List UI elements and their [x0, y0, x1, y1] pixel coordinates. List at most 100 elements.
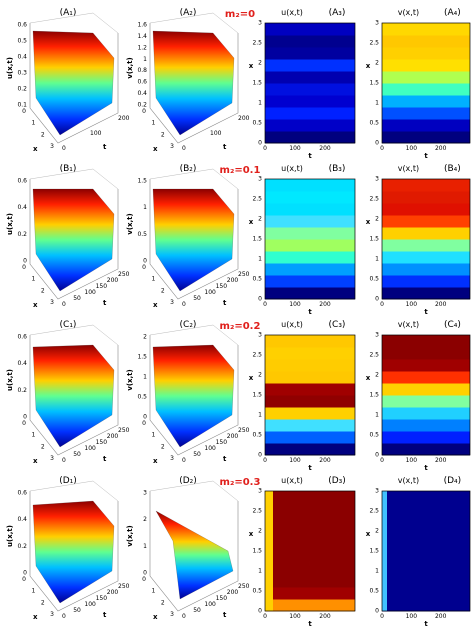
axis-box — [29, 12, 94, 24]
t-tick-label: 150 — [216, 439, 228, 446]
y-tick-label: 1.5 — [252, 548, 262, 555]
contour-band — [382, 371, 470, 384]
z-axis-label: u(x,t) — [6, 369, 14, 391]
contour-band — [382, 599, 470, 612]
y-tick-label: 3 — [375, 20, 379, 27]
y-tick-label: 1.5 — [369, 392, 379, 399]
x-tick-label: 2 — [41, 131, 45, 138]
panel-title: u(x,t) — [281, 476, 303, 485]
x-tick-label: 0 — [22, 264, 26, 271]
contour-band — [382, 539, 470, 552]
axis-box — [149, 324, 214, 336]
panel-title: u(x,t) — [281, 8, 303, 17]
contour-band — [382, 563, 470, 576]
panel-label: (D₁) — [59, 476, 77, 486]
z-tick-label: 0 — [143, 414, 147, 421]
z-tick-label: 2 — [143, 334, 147, 341]
axis-box — [92, 168, 119, 190]
y-tick-label: 3 — [375, 176, 379, 183]
x-tick-label: 200 — [319, 613, 331, 620]
y-tick-label: 3 — [375, 332, 379, 339]
axis-box — [149, 23, 239, 144]
z-tick-label: 1.6 — [137, 22, 147, 29]
x-tick-label: 1 — [32, 276, 36, 283]
z-tick-label: 0.6 — [17, 490, 27, 497]
surface — [32, 188, 115, 292]
t-tick-label: 250 — [238, 271, 250, 278]
surface — [32, 344, 115, 448]
y-axis-label: x — [249, 62, 254, 70]
t-tick-label: 0 — [62, 613, 66, 620]
contour-band — [265, 419, 355, 432]
t-tick-label: 50 — [193, 451, 201, 458]
contour-band — [382, 527, 470, 540]
y-tick-label: 1 — [258, 100, 262, 107]
y-tick-label: 1 — [375, 100, 379, 107]
z-tick-label: 0.8 — [137, 67, 147, 74]
contour-band — [382, 95, 470, 108]
z-tick-label: 0.2 — [17, 231, 27, 238]
z-tick-label: 0.4 — [17, 204, 27, 211]
contour-band — [265, 23, 355, 36]
surface — [152, 344, 235, 448]
x-tick-label: 1 — [152, 432, 156, 439]
x-tick-label: 1 — [32, 432, 36, 439]
contour-band — [382, 107, 470, 120]
contour-band — [265, 491, 273, 611]
x-axis-label: t — [308, 620, 312, 628]
contour-band — [382, 587, 470, 600]
z-tick-label: 0.6 — [17, 22, 27, 29]
surface — [32, 500, 115, 604]
contour-band — [382, 287, 470, 300]
z-tick-label: 0 — [143, 570, 147, 577]
y-tick-label: 0.5 — [369, 120, 379, 127]
x-tick-label: 0 — [380, 145, 384, 152]
contour-band — [382, 131, 470, 144]
panel-label: (A₄) — [444, 8, 461, 18]
x-tick-label: 0 — [142, 264, 146, 271]
panel-label: (C₂) — [180, 320, 197, 330]
contour-band — [265, 71, 355, 84]
t-tick-label: 0 — [182, 301, 186, 308]
z-tick-label: 0.5 — [137, 231, 147, 238]
panel-label: (C₄) — [444, 320, 461, 330]
y-tick-label: 2.5 — [252, 508, 262, 515]
x-tick-label: 2 — [161, 131, 165, 138]
t-tick-label: 150 — [216, 595, 228, 602]
panel-label: (B₄) — [444, 164, 461, 174]
contour-band — [265, 575, 355, 588]
y-axis-label: x — [249, 218, 254, 226]
plot-frame — [264, 490, 356, 612]
panel-label: (A₃) — [329, 8, 346, 18]
contour-band — [265, 527, 355, 540]
t-tick-label: 150 — [96, 283, 108, 290]
contour-band — [382, 71, 470, 84]
t-tick-label: 200 — [107, 433, 119, 440]
y-tick-label: 2.5 — [369, 508, 379, 515]
x-tick-label: 2 — [161, 599, 165, 606]
contour-band — [382, 275, 470, 288]
panel-label: (B₁) — [60, 164, 77, 174]
y-tick-label: 1.5 — [369, 236, 379, 243]
t-axis-label: t — [223, 143, 227, 151]
t-tick-label: 0 — [182, 145, 186, 152]
contour-band — [382, 239, 470, 252]
z-tick-label: 0.3 — [17, 70, 27, 77]
x-axis-label: t — [424, 464, 428, 472]
panel-title: v(x,t) — [398, 164, 419, 173]
axis-box — [92, 324, 119, 346]
t-tick-label: 200 — [107, 277, 119, 284]
t-tick-label: 100 — [84, 289, 96, 296]
axis-box — [29, 179, 119, 300]
y-tick-label: 2 — [258, 528, 262, 535]
contour-band — [382, 215, 470, 228]
axis-box — [212, 12, 239, 34]
panel-label: (D₂) — [179, 476, 197, 486]
t-tick-label: 0 — [62, 301, 66, 308]
plot-frame — [264, 22, 356, 144]
z-axis-label: v(x,t) — [126, 213, 134, 234]
x-tick-label: 100 — [289, 301, 301, 308]
y-tick-label: 1.5 — [252, 392, 262, 399]
x-tick-label: 0 — [142, 420, 146, 427]
